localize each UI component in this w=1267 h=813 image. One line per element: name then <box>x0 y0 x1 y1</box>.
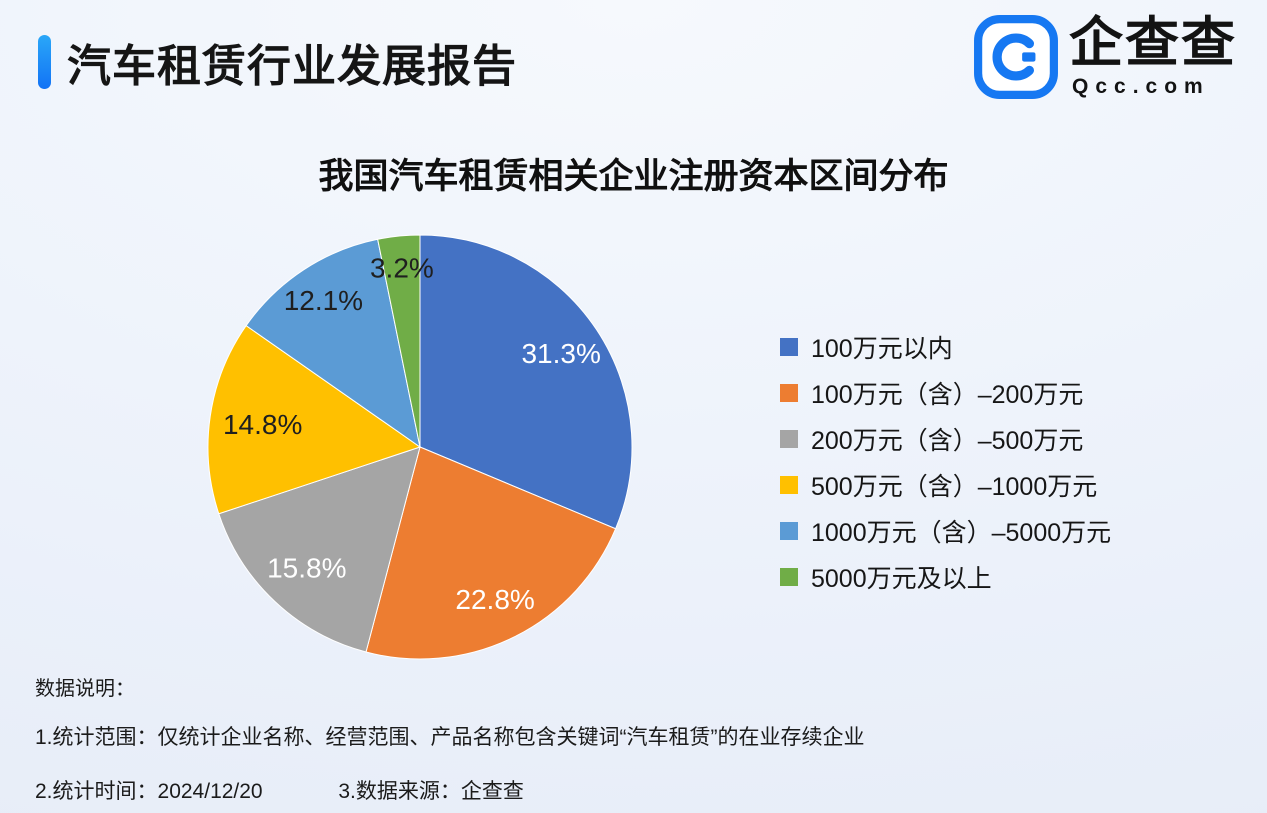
legend-swatch-icon <box>780 521 798 540</box>
qcc-logo: 企查查 Qcc.com <box>973 14 1237 100</box>
legend-item-0: 100万元以内 <box>780 330 1111 363</box>
legend-label: 200万元（含）–500万元 <box>811 426 1084 455</box>
pie-slice-2 <box>218 446 421 653</box>
chart-legend: 100万元以内 100万元（含）–200万元 200万元（含）–500万元 500万元… <box>780 330 1111 593</box>
note-time: 2.统计时间：2024/12/20 <box>35 780 263 803</box>
page-title: 汽车租赁行业发展报告 <box>67 42 517 91</box>
legend-label: 100万元（含）–200万元 <box>811 380 1084 409</box>
pie-slice-1 <box>365 446 617 660</box>
note-scope: 1.统计范围：仅统计企业名称、经营范围、产品名称包含关键词“汽车租赁”的在业存续… <box>35 726 865 749</box>
pie-slice-value-label-1: 22.8% <box>455 584 534 615</box>
legend-swatch-icon <box>780 383 798 402</box>
legend-label: 100万元以内 <box>811 334 953 363</box>
note-source: 3.数据来源：企查查 <box>338 780 524 803</box>
report-header: 汽车租赁行业发展报告 <box>38 30 517 94</box>
legend-item-5: 5000万元及以上 <box>780 560 1111 593</box>
notes-heading: 数据说明： <box>35 678 135 700</box>
legend-swatch-icon <box>780 567 798 586</box>
legend-item-2: 200万元（含）–500万元 <box>780 422 1111 455</box>
legend-item-4: 1000万元（含）–5000万元 <box>780 514 1111 547</box>
logo-name: 企查查 <box>1069 13 1237 74</box>
legend-swatch-icon <box>780 475 798 494</box>
legend-item-1: 100万元（含）–200万元 <box>780 376 1111 409</box>
legend-label: 5000万元及以上 <box>811 564 992 593</box>
pie-slice-value-label-0: 31.3% <box>521 338 600 369</box>
data-notes: 数据说明： 1.统计范围：仅统计企业名称、经营范围、产品名称包含关键词“汽车租赁… <box>35 672 865 813</box>
pie-slice-3 <box>207 324 422 515</box>
legend-swatch-icon <box>780 429 798 448</box>
chart-title: 我国汽车租赁相关企业注册资本区间分布 <box>318 157 949 196</box>
pie-slice-value-label-5: 3.2% <box>370 253 434 284</box>
logo-text: 企查查 Qcc.com <box>1069 15 1237 99</box>
pie-slice-value-label-4: 12.1% <box>284 285 363 316</box>
logo-domain: Qcc.com <box>1072 74 1210 98</box>
pie-slice-value-label-2: 15.8% <box>267 553 346 584</box>
legend-label: 1000万元（含）–5000万元 <box>811 518 1112 547</box>
pie-slice-4 <box>245 238 421 449</box>
qcc-logo-icon <box>974 15 1058 99</box>
legend-item-3: 500万元（含）–1000万元 <box>780 468 1111 501</box>
title-accent-bar <box>38 35 51 89</box>
pie-chart: 31.3% 22.8% 15.8% 14.8% 12.1%3.2% <box>207 234 633 660</box>
pie-slice-value-label-3: 14.8% <box>223 409 302 440</box>
pie-slice-5 <box>377 234 421 448</box>
pie-slice-0 <box>419 234 633 530</box>
legend-label: 500万元（含）–1000万元 <box>811 472 1098 501</box>
note-time-source: 2.统计时间：2024/12/20 3.数据来源：企查查 <box>35 775 865 805</box>
legend-swatch-icon <box>780 337 798 356</box>
